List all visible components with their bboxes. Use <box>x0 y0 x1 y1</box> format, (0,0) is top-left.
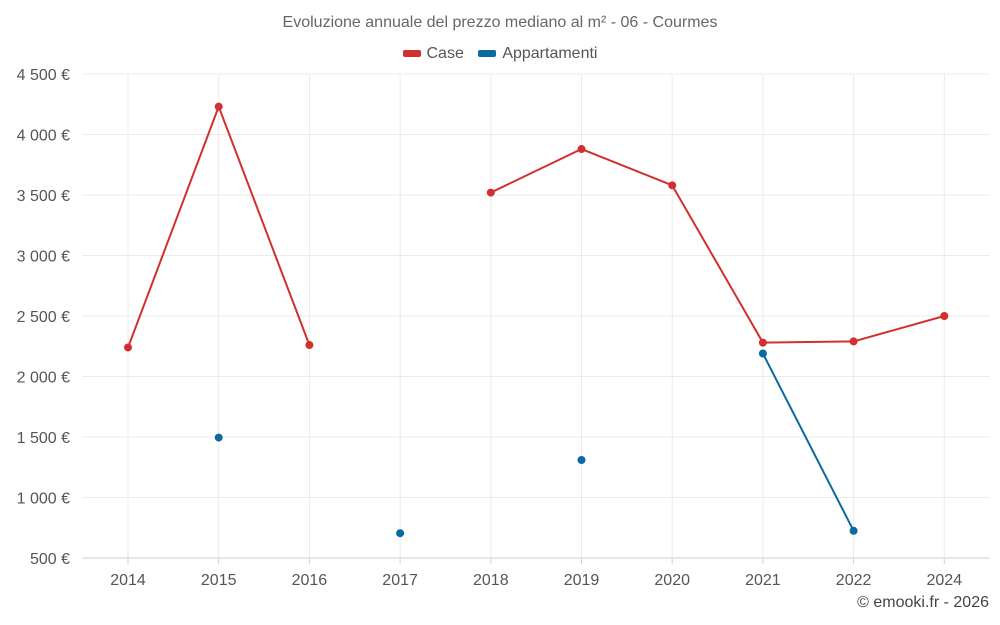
x-tick-label: 2021 <box>745 572 781 589</box>
legend-item-appartamenti[interactable]: Appartamenti <box>478 45 597 63</box>
data-point-case <box>758 338 767 347</box>
credit-text: © emooki.fr - 2026 <box>857 594 989 611</box>
y-tick-label: 2 000 € <box>17 370 70 387</box>
y-tick-label: 1 000 € <box>17 491 70 508</box>
data-point-appartamenti <box>577 455 586 464</box>
legend-swatch-case <box>402 50 421 57</box>
data-point-case <box>305 341 314 350</box>
y-tick-label: 4 500 € <box>17 67 70 84</box>
legend-label-case: Case <box>426 44 464 62</box>
y-tick-label: 1 500 € <box>17 430 70 447</box>
legend-swatch-appartamenti <box>478 50 497 57</box>
x-tick-label: 2014 <box>110 572 146 589</box>
legend-label-appartamenti: Appartamenti <box>502 44 598 62</box>
data-point-appartamenti <box>214 433 223 442</box>
x-tick-label: 2022 <box>836 572 872 589</box>
data-point-case <box>668 181 677 190</box>
y-tick-label: 3 000 € <box>17 249 70 266</box>
x-tick-label: 2024 <box>927 572 963 589</box>
x-tick-label: 2015 <box>201 572 237 589</box>
data-point-appartamenti <box>396 529 405 538</box>
x-tick-label: 2018 <box>473 572 509 589</box>
data-point-case <box>940 312 949 320</box>
y-tick-label: 4 000 € <box>17 128 70 145</box>
data-point-case <box>849 337 858 346</box>
y-tick-label: 500 € <box>30 551 70 568</box>
data-point-case <box>214 102 223 111</box>
series-line-case <box>490 148 945 344</box>
y-tick-label: 2 500 € <box>17 309 70 326</box>
x-tick-label: 2019 <box>564 572 600 589</box>
x-tick-label: 2020 <box>654 572 690 589</box>
chart-title: Evoluzione annuale del prezzo mediano al… <box>282 14 718 31</box>
x-tick-label: 2016 <box>292 572 328 589</box>
data-point-case <box>577 145 586 154</box>
legend-item-case[interactable]: Case <box>402 44 464 63</box>
y-tick-label: 3 500 € <box>17 188 70 205</box>
x-tick-label: 2017 <box>382 572 418 589</box>
data-point-case <box>124 343 132 352</box>
data-point-case <box>486 188 495 197</box>
data-point-appartamenti <box>849 526 858 535</box>
series-line-appartamenti <box>762 353 855 532</box>
chart-legend: Case Appartamenti <box>0 44 1000 63</box>
data-point-appartamenti <box>758 349 767 358</box>
